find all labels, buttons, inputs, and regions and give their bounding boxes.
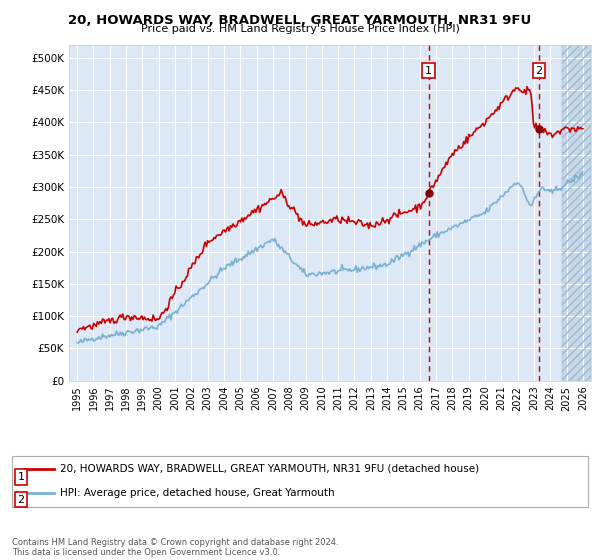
Bar <box>562 45 591 381</box>
Text: 27-APR-2023: 27-APR-2023 <box>54 494 126 505</box>
Text: Price paid vs. HM Land Registry's House Price Index (HPI): Price paid vs. HM Land Registry's House … <box>140 24 460 34</box>
Text: 20, HOWARDS WAY, BRADWELL, GREAT YARMOUTH, NR31 9FU (detached house): 20, HOWARDS WAY, BRADWELL, GREAT YARMOUT… <box>60 464 479 474</box>
Text: 1: 1 <box>17 472 25 482</box>
Text: 20, HOWARDS WAY, BRADWELL, GREAT YARMOUTH, NR31 9FU: 20, HOWARDS WAY, BRADWELL, GREAT YARMOUT… <box>68 14 532 27</box>
Text: 31% ↑ HPI: 31% ↑ HPI <box>330 472 389 482</box>
Text: 21-JUL-2016: 21-JUL-2016 <box>54 472 122 482</box>
Text: HPI: Average price, detached house, Great Yarmouth: HPI: Average price, detached house, Grea… <box>60 488 335 498</box>
Text: 1: 1 <box>425 66 432 76</box>
Text: £390,000: £390,000 <box>192 494 245 505</box>
Text: 2: 2 <box>536 66 542 76</box>
Text: 2: 2 <box>17 494 25 505</box>
Text: Contains HM Land Registry data © Crown copyright and database right 2024.
This d: Contains HM Land Registry data © Crown c… <box>12 538 338 557</box>
Bar <box>562 45 591 381</box>
Text: £290,950: £290,950 <box>192 472 245 482</box>
Text: 21% ↑ HPI: 21% ↑ HPI <box>330 494 389 505</box>
